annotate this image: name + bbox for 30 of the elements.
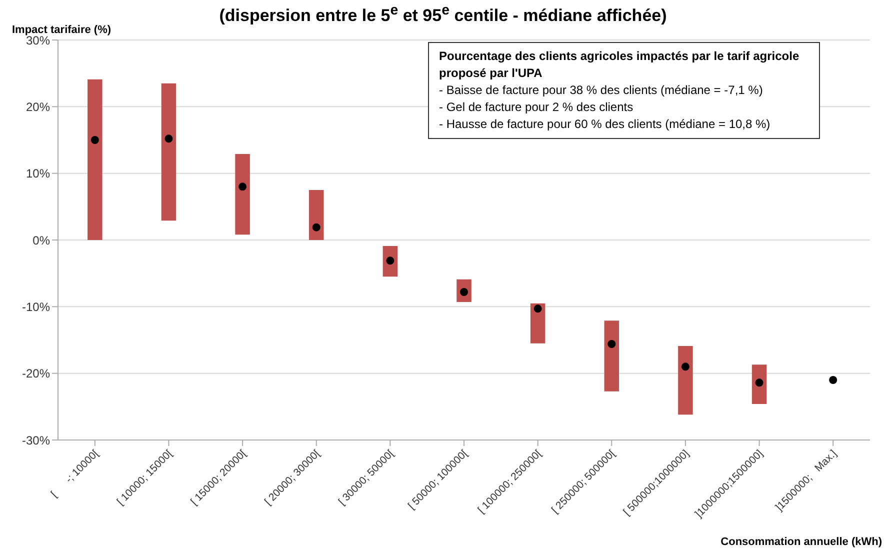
annotation: - Baisse de facture pour 38 % des clients (médiane = -7,1 %) (439, 82, 764, 99)
point (312, 223, 320, 232)
bar (308, 190, 324, 240)
point (608, 340, 616, 348)
point (755, 378, 764, 387)
point (829, 376, 838, 384)
x-axis-title: Consommation annuelle (kWh) (720, 536, 882, 548)
point (164, 134, 173, 143)
annotation: - Gel de facture pour 2 % des clients (439, 99, 634, 116)
bar (604, 320, 620, 392)
bar (235, 154, 250, 235)
bar (678, 346, 693, 415)
point (534, 304, 542, 313)
point (681, 362, 690, 371)
y-tick-label: -20% (22, 366, 50, 381)
chart-title: (dispersion entre le 5$^{e}$ et 95$^{e}$ centile - médiane affichée) (219, 2, 667, 25)
bar (752, 364, 767, 404)
bar (530, 303, 546, 344)
annotation: Pourcentage des clients agricoles impactés par le tarif agricole proposé par l'UPA (439, 48, 800, 82)
y-tick-label: 0% (32, 233, 50, 248)
y-tick-label: -10% (22, 300, 50, 314)
y-tick-label: 20% (26, 100, 50, 114)
point (90, 136, 99, 144)
bar (161, 83, 176, 221)
y-tick-label: -30% (22, 433, 50, 448)
y-axis-title: Impact tarifaire (%) (12, 24, 112, 36)
bar (88, 79, 102, 240)
y-tick-label: 10% (26, 166, 50, 181)
annotation: - Hausse de facture pour 60 % des clients (médiane = 10,8 %) (439, 116, 772, 133)
point (238, 182, 247, 191)
